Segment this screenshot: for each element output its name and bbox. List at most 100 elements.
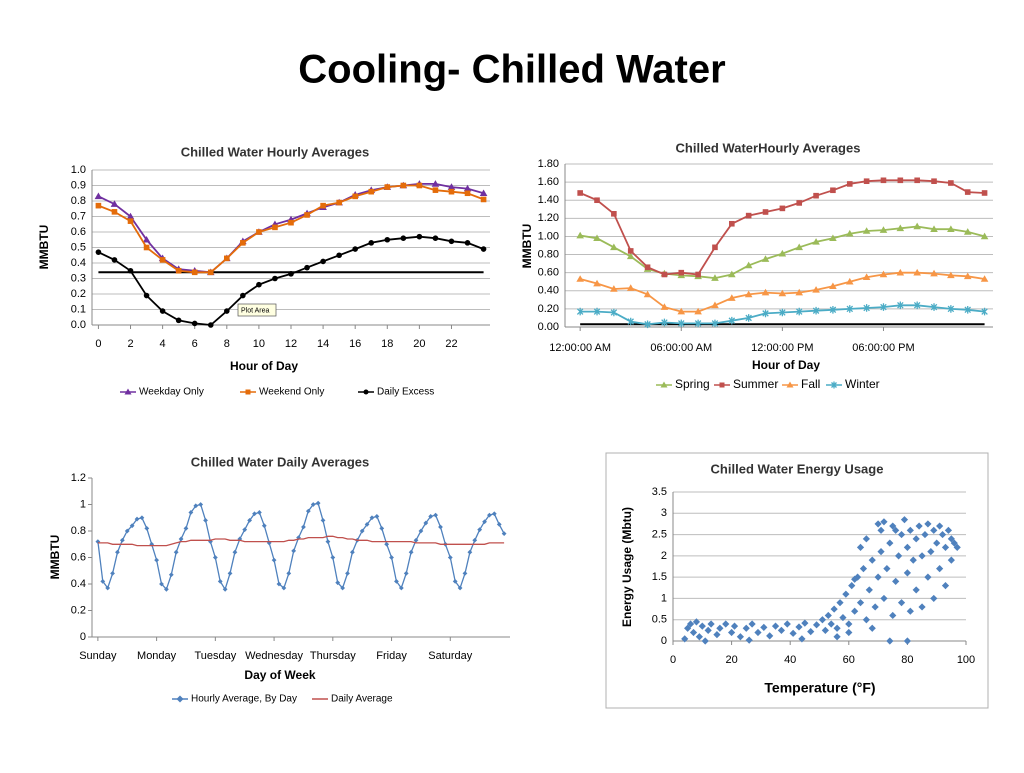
marker [728,628,736,637]
marker [915,522,923,530]
marker [432,235,439,241]
x-tick-label: Wednesday [245,650,303,662]
series-line [97,535,505,547]
x-tick-label: 20 [413,338,425,350]
marker [336,199,342,206]
marker [846,181,853,187]
marker [276,581,282,587]
chart-frame [605,452,989,709]
marker [212,555,218,560]
marker [501,531,507,537]
marker [906,607,914,615]
marker [139,515,145,521]
marker [786,381,794,388]
marker [188,510,194,515]
marker [242,527,248,533]
marker [272,224,278,231]
marker [813,192,819,199]
x-tick-label: 2 [127,338,133,350]
marker [730,622,739,630]
marker [874,520,882,528]
marker [716,624,724,632]
marker [783,620,791,628]
marker [903,569,911,577]
marker [94,192,103,200]
marker [953,543,961,551]
marker [728,270,736,278]
marker [711,274,719,281]
marker [924,573,932,581]
marker [868,556,876,564]
marker [154,557,160,563]
marker [240,292,246,299]
marker [851,575,859,583]
marker [877,548,885,556]
marker [886,539,894,547]
marker [879,226,888,233]
x-tick-label: Saturday [428,650,473,662]
marker [368,188,375,195]
marker [779,308,786,317]
marker [818,616,827,624]
marker [272,275,278,282]
marker [930,594,938,603]
marker [124,388,132,395]
marker [428,514,434,519]
marker [222,586,228,592]
x-tick-label: 80 [901,654,913,666]
y-tick-label: 0.7 [71,210,86,222]
marker [913,222,921,230]
marker [593,307,601,316]
marker [694,307,702,315]
marker [889,611,897,620]
marker [240,240,246,246]
marker [447,183,456,190]
marker [159,581,164,587]
x-tick-label: 60 [843,654,855,666]
marker [912,586,920,594]
marker [384,236,391,243]
marker [947,305,955,313]
marker [897,599,906,607]
marker [247,518,253,523]
marker [821,626,829,634]
chart-title: Chilled Water Energy Usage [711,461,884,476]
marker [203,518,208,523]
marker [577,190,583,196]
marker [692,618,701,626]
marker [168,572,174,578]
marker [830,187,836,194]
marker [745,314,752,322]
marker [423,520,429,526]
marker [761,288,770,296]
x-tick-label: 12:00:00 PM [751,342,813,354]
marker [416,233,423,240]
marker [207,269,214,276]
marker [789,629,797,637]
marker [175,267,182,274]
marker [320,518,326,523]
marker [941,543,950,551]
marker [694,319,702,328]
marker [909,556,917,564]
marker [359,528,365,534]
y-tick-label: 3 [661,507,667,519]
marker [305,508,311,514]
marker [398,585,404,591]
marker [944,526,953,534]
marker [325,539,331,544]
marker [119,537,125,543]
marker [291,548,297,554]
marker [576,231,584,239]
marker [713,631,721,639]
marker [142,235,151,243]
marker [964,189,971,195]
marker [256,510,262,515]
marker [352,193,358,200]
marker [176,695,184,703]
y-tick-label: 0.2 [71,288,86,300]
marker [256,281,262,288]
x-tick-label: 12 [285,338,297,350]
y-tick-label: 1.2 [71,472,86,484]
y-tick-label: 1.60 [538,176,559,188]
